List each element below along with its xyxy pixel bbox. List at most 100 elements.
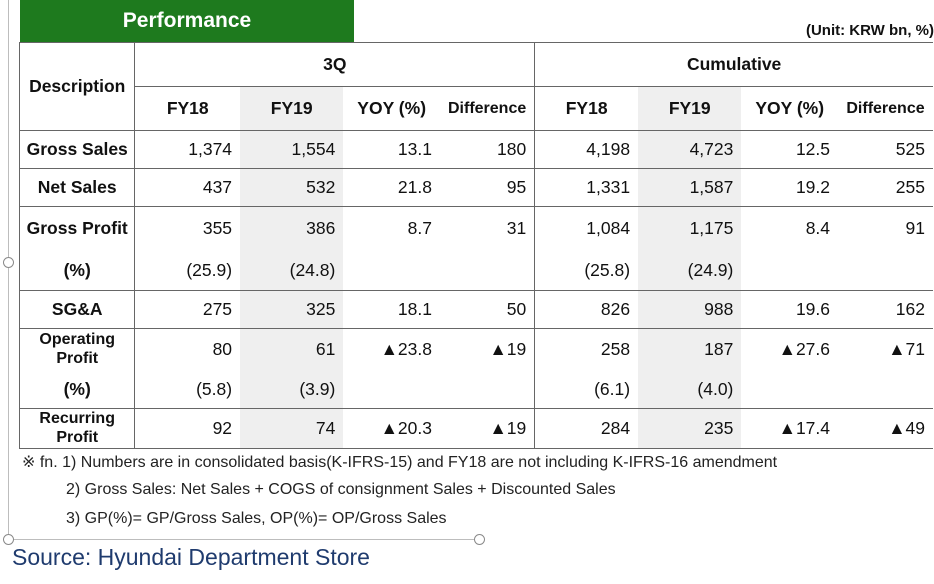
header-cum-yoy: YOY (%) — [741, 86, 839, 131]
cell: 1,084 — [534, 206, 639, 251]
cell — [439, 250, 535, 291]
cell: 1,554 — [240, 130, 344, 169]
cell: 50 — [439, 290, 535, 329]
cell — [343, 250, 440, 291]
cell: 4,198 — [534, 130, 639, 169]
cell: (6.1) — [534, 370, 639, 409]
cell: 284 — [534, 408, 639, 449]
header-cum-fy19: FY19 — [638, 86, 742, 131]
header-3q-fy18: FY18 — [134, 86, 241, 131]
cell: ▲23.8 — [380, 339, 432, 360]
cell — [838, 370, 933, 409]
table-row: (%) (25.9) (24.8) (25.8) (24.9) — [18, 250, 933, 291]
cell: 525 — [838, 130, 933, 169]
cell: 988 — [638, 290, 742, 329]
cell: (24.8) — [240, 250, 344, 291]
row-label: SG&A — [18, 290, 136, 329]
row-label: Recurring Profit — [18, 408, 136, 449]
table-row: Net Sales 437 532 21.8 95 1,331 1,587 19… — [18, 168, 933, 207]
table-row: (%) (5.8) (3.9) (6.1) (4.0) — [18, 370, 933, 409]
cell: ▲27.6 — [778, 339, 831, 360]
header-cum-fy18: FY18 — [534, 86, 639, 131]
cell: 61 — [240, 328, 344, 371]
cell: 12.5 — [741, 130, 839, 169]
table-row: Operating Profit 80 61 ▲23.8 ▲19 258 187… — [18, 328, 934, 371]
cell — [439, 370, 535, 409]
performance-table: Description 3Q Cumulative FY18 FY19 YOY … — [18, 42, 934, 449]
cell: 4,723 — [638, 130, 742, 169]
row-label: (%) — [18, 370, 136, 409]
footnote-1: ※ fn. 1) Numbers are in consolidated bas… — [22, 454, 778, 471]
cell: 325 — [240, 290, 344, 329]
cell: 21.8 — [343, 168, 440, 207]
header-description: Description — [18, 42, 136, 131]
cell: ▲20.3 — [343, 408, 440, 449]
cell: ▲71 — [888, 339, 925, 360]
row-label: Operating Profit — [18, 328, 136, 371]
cell: (4.0) — [638, 370, 742, 409]
cell: (24.9) — [638, 250, 742, 291]
cell: ▲49 — [838, 408, 933, 449]
cell: 92 — [134, 408, 241, 449]
cell: 80 — [212, 339, 233, 360]
cell — [741, 250, 839, 291]
row-label: Net Sales — [18, 168, 136, 207]
cell: ▲19 — [439, 408, 535, 449]
cell: 8.7 — [407, 218, 432, 239]
footnote-2: 2) Gross Sales: Net Sales + COGS of cons… — [66, 481, 616, 498]
cell: 532 — [240, 168, 344, 207]
cell — [343, 370, 440, 409]
header-cumulative: Cumulative — [534, 42, 933, 87]
cell: 1,175 — [638, 206, 742, 251]
cell: 13.1 — [343, 130, 440, 169]
section-title: Performance — [20, 0, 354, 42]
cell: 1,587 — [638, 168, 742, 207]
cell: 95 — [439, 168, 535, 207]
cell — [838, 250, 933, 291]
header-3q: 3Q — [134, 42, 535, 87]
cell: 386 — [240, 206, 344, 251]
cell: 258 — [534, 328, 639, 371]
cell: (5.8) — [134, 370, 241, 409]
resize-handle-bottom[interactable] — [474, 534, 485, 545]
cell: (25.9) — [134, 250, 241, 291]
cell: 355 — [202, 218, 233, 239]
resize-handle-left[interactable] — [3, 257, 14, 268]
cell: 1,374 — [134, 130, 241, 169]
cell: (3.9) — [240, 370, 344, 409]
unit-label: (Unit: KRW bn, %) — [805, 22, 934, 39]
cell: (25.8) — [534, 250, 639, 291]
table-row: Gross Sales 1,374 1,554 13.1 180 4,198 4… — [18, 130, 933, 169]
cell: ▲19 — [489, 339, 527, 360]
cell: 187 — [638, 328, 742, 371]
header-3q-fy19: FY19 — [240, 86, 344, 131]
cell: 1,331 — [534, 168, 639, 207]
resize-handle-bottom-left[interactable] — [3, 534, 14, 545]
cell: 91 — [905, 218, 925, 239]
row-label: Gross Sales — [18, 130, 136, 169]
table-row: SG&A 275 325 18.1 50 826 988 19.6 162 — [18, 290, 933, 329]
row-label: Gross Profit — [18, 206, 136, 251]
cell: 31 — [506, 218, 527, 239]
cell: 19.6 — [741, 290, 839, 329]
cell: 826 — [534, 290, 639, 329]
cell: 19.2 — [741, 168, 839, 207]
cell: 437 — [134, 168, 241, 207]
table-row: Recurring Profit 92 74 ▲20.3 ▲19 284 235… — [18, 408, 933, 449]
footnote-3: 3) GP(%)= GP/Gross Sales, OP(%)= OP/Gros… — [66, 510, 447, 527]
cell: 235 — [638, 408, 742, 449]
table-row: Gross Profit 355 386 8.7 31 1,084 1,175 … — [18, 206, 934, 251]
selection-frame-left — [8, 0, 9, 540]
cell — [741, 370, 839, 409]
cell: 74 — [240, 408, 344, 449]
cell: 162 — [838, 290, 933, 329]
header-row-columns: FY18 FY19 YOY (%) Difference FY18 FY19 Y… — [20, 86, 933, 131]
footnotes: ※ fn. 1) Numbers are in consolidated bas… — [22, 452, 777, 539]
cell: 255 — [838, 168, 933, 207]
header-row-groups: Description 3Q Cumulative — [18, 42, 933, 131]
cell: ▲17.4 — [741, 408, 839, 449]
cell: 275 — [134, 290, 241, 329]
cell: 18.1 — [343, 290, 440, 329]
cell: 180 — [439, 130, 535, 169]
row-label: (%) — [18, 250, 136, 291]
